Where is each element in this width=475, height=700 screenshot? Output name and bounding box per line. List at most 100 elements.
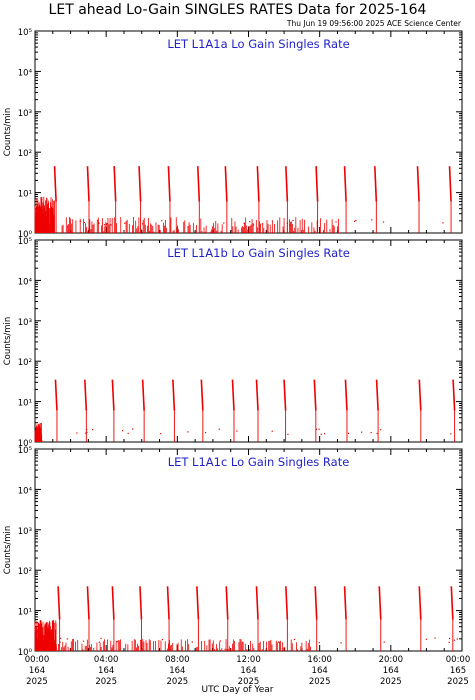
data-point <box>86 431 88 434</box>
data-point <box>318 428 320 430</box>
y-tick-label: 10¹ <box>18 399 32 409</box>
x-tick-doy: 164 <box>98 666 114 676</box>
spike <box>255 586 259 620</box>
x-tick-year: 2025 <box>447 677 469 687</box>
data-point <box>370 432 372 434</box>
spike <box>139 586 143 620</box>
data-point <box>347 432 350 434</box>
data-point <box>442 222 444 224</box>
x-tick-year: 2025 <box>26 677 48 687</box>
plot-frame <box>34 448 463 652</box>
y-axis-label: Counts/min <box>3 108 13 157</box>
panel-title: LET L1A1b Lo Gain Singles Rate <box>167 246 350 260</box>
spike <box>343 166 347 202</box>
spike <box>54 379 58 411</box>
data-point <box>434 637 436 639</box>
spike <box>196 166 201 202</box>
y-tick-label: 10⁴ <box>18 277 33 287</box>
data-point <box>51 642 53 644</box>
data-point <box>116 641 118 643</box>
spike <box>196 586 200 620</box>
data-point <box>160 432 162 435</box>
data-point <box>252 224 255 226</box>
data-point <box>376 432 378 435</box>
spike <box>111 379 115 411</box>
y-axis-label: Counts/min <box>3 317 13 366</box>
x-tick-doy: 164 <box>312 666 328 676</box>
data-point <box>383 641 385 643</box>
data-point <box>271 430 273 432</box>
data-point <box>453 639 455 641</box>
data-point <box>335 221 337 223</box>
data-point <box>236 430 238 432</box>
data-point <box>127 432 129 435</box>
spike <box>256 166 260 202</box>
spike <box>86 586 90 620</box>
panel-title: LET L1A1a Lo Gain Singles Rate <box>167 37 349 51</box>
spike <box>225 586 229 620</box>
spike <box>343 586 347 620</box>
x-tick-doy: 164 <box>29 666 45 676</box>
spike <box>86 166 90 202</box>
spike <box>285 166 289 202</box>
y-tick-label: 10⁵ <box>18 446 32 456</box>
data-point <box>103 224 106 226</box>
data-point <box>110 224 112 226</box>
spike <box>57 586 61 620</box>
plot-frame <box>34 30 463 234</box>
timestamp: Thu Jun 19 09:56:00 2025 ACE Science Cen… <box>286 19 461 28</box>
spike <box>418 586 422 620</box>
data-point <box>380 429 382 431</box>
y-tick-label: 10¹ <box>18 190 32 200</box>
spike <box>167 166 171 202</box>
spike <box>166 586 170 620</box>
x-tick-time: 16:00 <box>307 655 332 665</box>
y-tick-label: 10³ <box>18 527 32 537</box>
data-point <box>97 219 99 221</box>
data-point <box>425 638 427 640</box>
data-point <box>292 219 294 222</box>
spike <box>84 379 88 411</box>
y-tick-label: 10⁵ <box>18 28 32 38</box>
data-point <box>161 220 163 222</box>
x-tick-year: 2025 <box>238 677 260 687</box>
x-tick-time: 00:00 <box>25 655 50 665</box>
data-point <box>289 224 291 226</box>
data-point <box>142 223 144 225</box>
data-point <box>161 638 164 641</box>
data-point <box>92 429 94 431</box>
data-point <box>98 222 100 224</box>
data-point <box>261 223 264 225</box>
spike <box>313 379 317 411</box>
data-point <box>98 641 101 643</box>
x-tick-doy: 164 <box>240 666 256 676</box>
spike <box>224 166 228 202</box>
y-tick-label: 10⁰ <box>18 230 33 240</box>
spike <box>448 166 452 202</box>
data-point <box>382 221 385 223</box>
y-tick-label: 10³ <box>18 109 32 119</box>
data-point <box>355 219 357 222</box>
y-tick-label: 10⁴ <box>18 68 33 78</box>
spike <box>111 586 115 620</box>
spike <box>231 379 235 411</box>
data-point <box>132 428 134 430</box>
data-point <box>249 221 251 223</box>
spike <box>344 379 348 411</box>
page-title: LET ahead Lo-Gain SINGLES RATES Data for… <box>48 2 427 18</box>
x-tick-doy: 164 <box>169 666 185 676</box>
data-point <box>140 640 142 642</box>
data-point <box>46 639 48 642</box>
y-axis-label: Counts/min <box>3 526 13 575</box>
spike <box>138 166 142 202</box>
y-tick-label: 10³ <box>18 318 32 328</box>
y-tick-label: 10⁴ <box>18 486 33 496</box>
data-point <box>223 222 225 224</box>
data-point <box>354 220 356 222</box>
spike <box>418 379 422 411</box>
spike <box>141 379 145 411</box>
y-tick-label: 10¹ <box>18 608 32 618</box>
x-tick-time: 08:00 <box>165 655 190 665</box>
spike <box>315 166 319 202</box>
